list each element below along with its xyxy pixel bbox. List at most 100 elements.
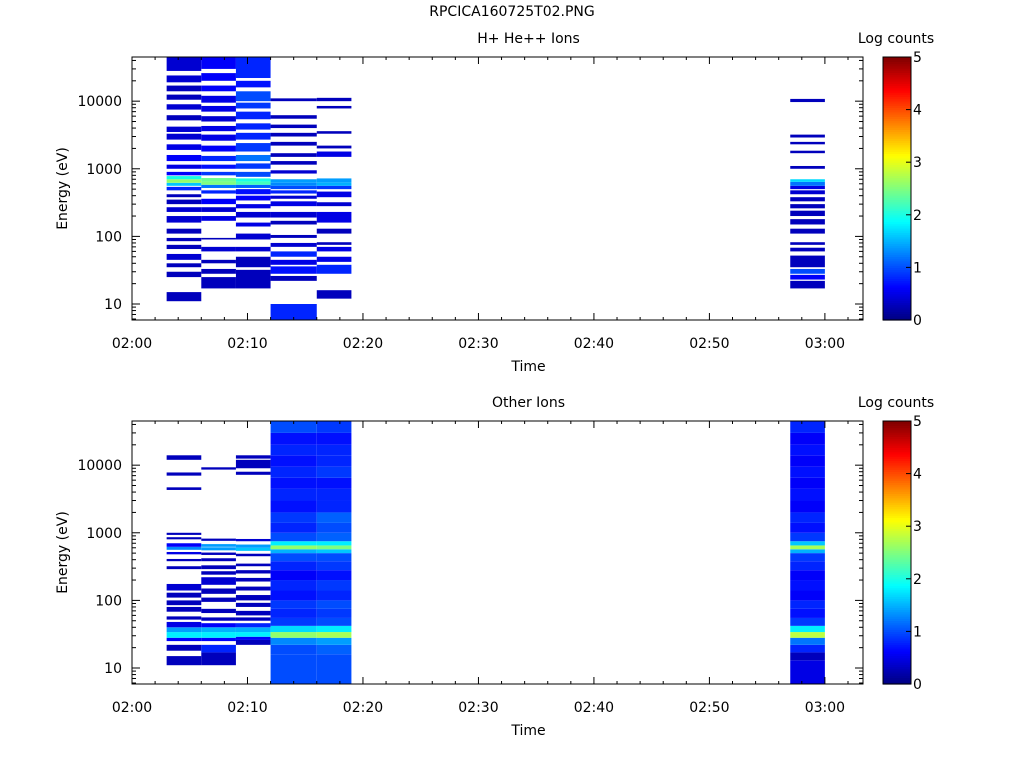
colorbar-segment — [883, 440, 911, 444]
colorbar-segment — [883, 425, 911, 429]
heatmap-cell — [316, 608, 352, 618]
colorbar-segment — [883, 570, 911, 573]
heatmap-cell — [201, 547, 236, 551]
heatmap-cell — [270, 532, 317, 542]
colorbar-segment — [883, 287, 911, 290]
heatmap-cell — [166, 627, 202, 633]
heatmap-cell — [270, 182, 317, 186]
colorbar-segment — [883, 282, 911, 286]
heatmap-cell — [235, 102, 271, 109]
heatmap-cell — [201, 95, 236, 103]
heatmap-cell — [166, 216, 202, 223]
colorbar-segment — [883, 537, 911, 540]
colorbar-segment — [883, 657, 911, 661]
heatmap-cell — [201, 608, 236, 614]
heatmap-cell — [235, 204, 271, 209]
colorbar-segment — [883, 589, 911, 593]
heatmap-cell — [316, 105, 352, 109]
colorbar-segment — [883, 622, 911, 626]
colorbar-segment — [883, 157, 911, 161]
colorbar-segment — [883, 170, 911, 174]
colorbar-segment — [883, 278, 911, 282]
colorbar-segment — [883, 83, 911, 87]
colorbar-segment — [883, 302, 911, 306]
heatmap-cell — [166, 253, 202, 260]
colorbar-segment — [883, 72, 911, 76]
heatmap-cell — [235, 553, 271, 557]
colorbar-segment — [883, 438, 911, 442]
heatmap-cell — [270, 220, 317, 225]
colorbar-segment — [883, 475, 911, 479]
heatmap-cell — [316, 256, 352, 262]
colorbar-segment — [883, 670, 911, 674]
heatmap-cell — [201, 565, 236, 570]
heatmap-cell — [201, 198, 236, 205]
x-tick-label: 02:10 — [227, 700, 267, 716]
heatmap-cell — [270, 466, 317, 478]
colorbar-segment — [883, 642, 911, 646]
colorbar-segment — [883, 460, 911, 464]
colorbar-segment — [883, 131, 911, 135]
y-tick-label: 10 — [104, 661, 122, 677]
colorbar-segment — [883, 190, 911, 194]
heatmap-cell — [201, 207, 236, 212]
colorbar-segment — [883, 453, 911, 457]
colorbar-segment — [883, 480, 911, 483]
colorbar-segment — [883, 188, 911, 192]
colorbar-segment — [883, 499, 911, 503]
heatmap-cell — [790, 608, 825, 618]
x-axis-label: Time — [510, 359, 545, 375]
heatmap-cell — [201, 105, 236, 112]
heatmap-cell — [790, 561, 825, 571]
heatmap-cell — [270, 455, 317, 467]
colorbar-tick-label: 1 — [913, 260, 922, 276]
heatmap-cell — [316, 202, 352, 207]
colorbar-segment — [883, 423, 911, 426]
heatmap-cell — [790, 522, 825, 533]
colorbar-segment — [883, 111, 911, 115]
heatmap-cell — [166, 228, 202, 234]
colorbar-segment — [883, 436, 911, 440]
colorbar-segment — [883, 236, 911, 240]
heatmap-cell — [235, 132, 271, 140]
heatmap-cell — [316, 580, 352, 591]
colorbar-segment — [883, 576, 911, 580]
heatmap-cell — [316, 522, 352, 533]
heatmap-cell — [166, 616, 202, 620]
heatmap-cell — [201, 632, 236, 638]
colorbar-segment — [883, 247, 911, 251]
heatmap-cell — [316, 632, 352, 638]
colorbar-segment — [883, 304, 911, 308]
colorbar-segment — [883, 477, 911, 481]
heatmap-cell — [270, 421, 317, 433]
colorbar-segment — [883, 596, 911, 600]
heatmap-cell — [166, 179, 202, 183]
heatmap-cell — [166, 537, 202, 540]
heatmap-cell — [316, 488, 352, 501]
colorbar-segment — [883, 107, 911, 111]
heatmap-cell — [166, 171, 202, 176]
colorbar-segment — [883, 515, 911, 519]
colorbar-segment — [883, 311, 911, 315]
heatmap-cell — [790, 150, 825, 154]
colorbar-segment — [883, 168, 911, 172]
colorbar-segment — [883, 563, 911, 567]
x-tick-label: 02:50 — [689, 700, 729, 716]
heatmap-cell — [790, 570, 825, 581]
heatmap-cell — [316, 545, 352, 550]
heatmap-cell — [166, 621, 202, 628]
colorbar-segment — [883, 679, 911, 683]
colorbar-segment — [883, 550, 911, 554]
colorbar-segment — [883, 76, 911, 80]
colorbar-segment — [883, 495, 911, 499]
colorbar-segment — [883, 177, 911, 181]
colorbar-segment — [883, 646, 911, 650]
colorbar-segment — [883, 201, 911, 205]
heatmap-cell — [235, 163, 271, 169]
colorbar-segment — [883, 431, 911, 435]
heatmap-cell — [270, 195, 317, 199]
colorbar-segment — [883, 313, 911, 317]
colorbar-tick-label: 3 — [913, 155, 922, 171]
heatmap-cell — [235, 632, 271, 637]
colorbar-segment — [883, 92, 911, 95]
